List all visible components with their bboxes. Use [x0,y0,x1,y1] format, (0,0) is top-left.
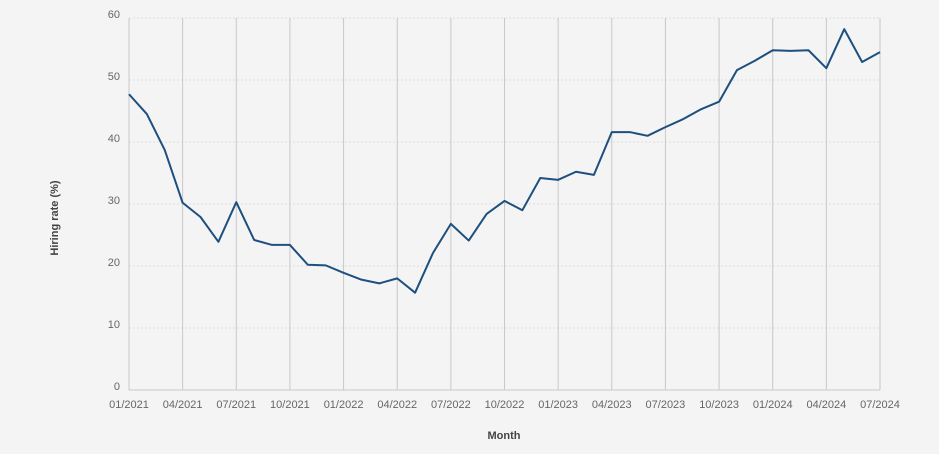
x-tick-label: 04/2022 [377,399,417,411]
x-tick-label: 01/2022 [324,399,364,411]
x-tick-label: 07/2021 [216,399,256,411]
x-axis-title: Month [488,430,521,442]
y-tick-label: 50 [108,71,120,83]
x-tick-label: 10/2023 [699,399,739,411]
x-tick-label: 04/2023 [592,399,632,411]
x-tick-label: 01/2021 [109,399,149,411]
y-tick-label: 60 [108,9,120,21]
y-tick-label: 10 [108,319,120,331]
y-tick-label: 40 [108,133,120,145]
y-axis-title: Hiring rate (%) [49,180,61,256]
y-tick-label: 20 [108,257,120,269]
x-tick-label: 07/2023 [646,399,686,411]
x-tick-label: 04/2021 [163,399,203,411]
data-line [128,28,881,294]
x-tick-label: 01/2024 [753,399,793,411]
x-tick-label: 10/2021 [270,399,310,411]
x-tick-label: 07/2024 [860,399,900,411]
x-tick-label: 04/2024 [806,399,846,411]
x-tick-label: 10/2022 [485,399,525,411]
x-tick-label: 01/2023 [538,399,578,411]
y-tick-label: 30 [108,195,120,207]
y-tick-label: 0 [114,381,120,393]
x-tick-label: 07/2022 [431,399,471,411]
